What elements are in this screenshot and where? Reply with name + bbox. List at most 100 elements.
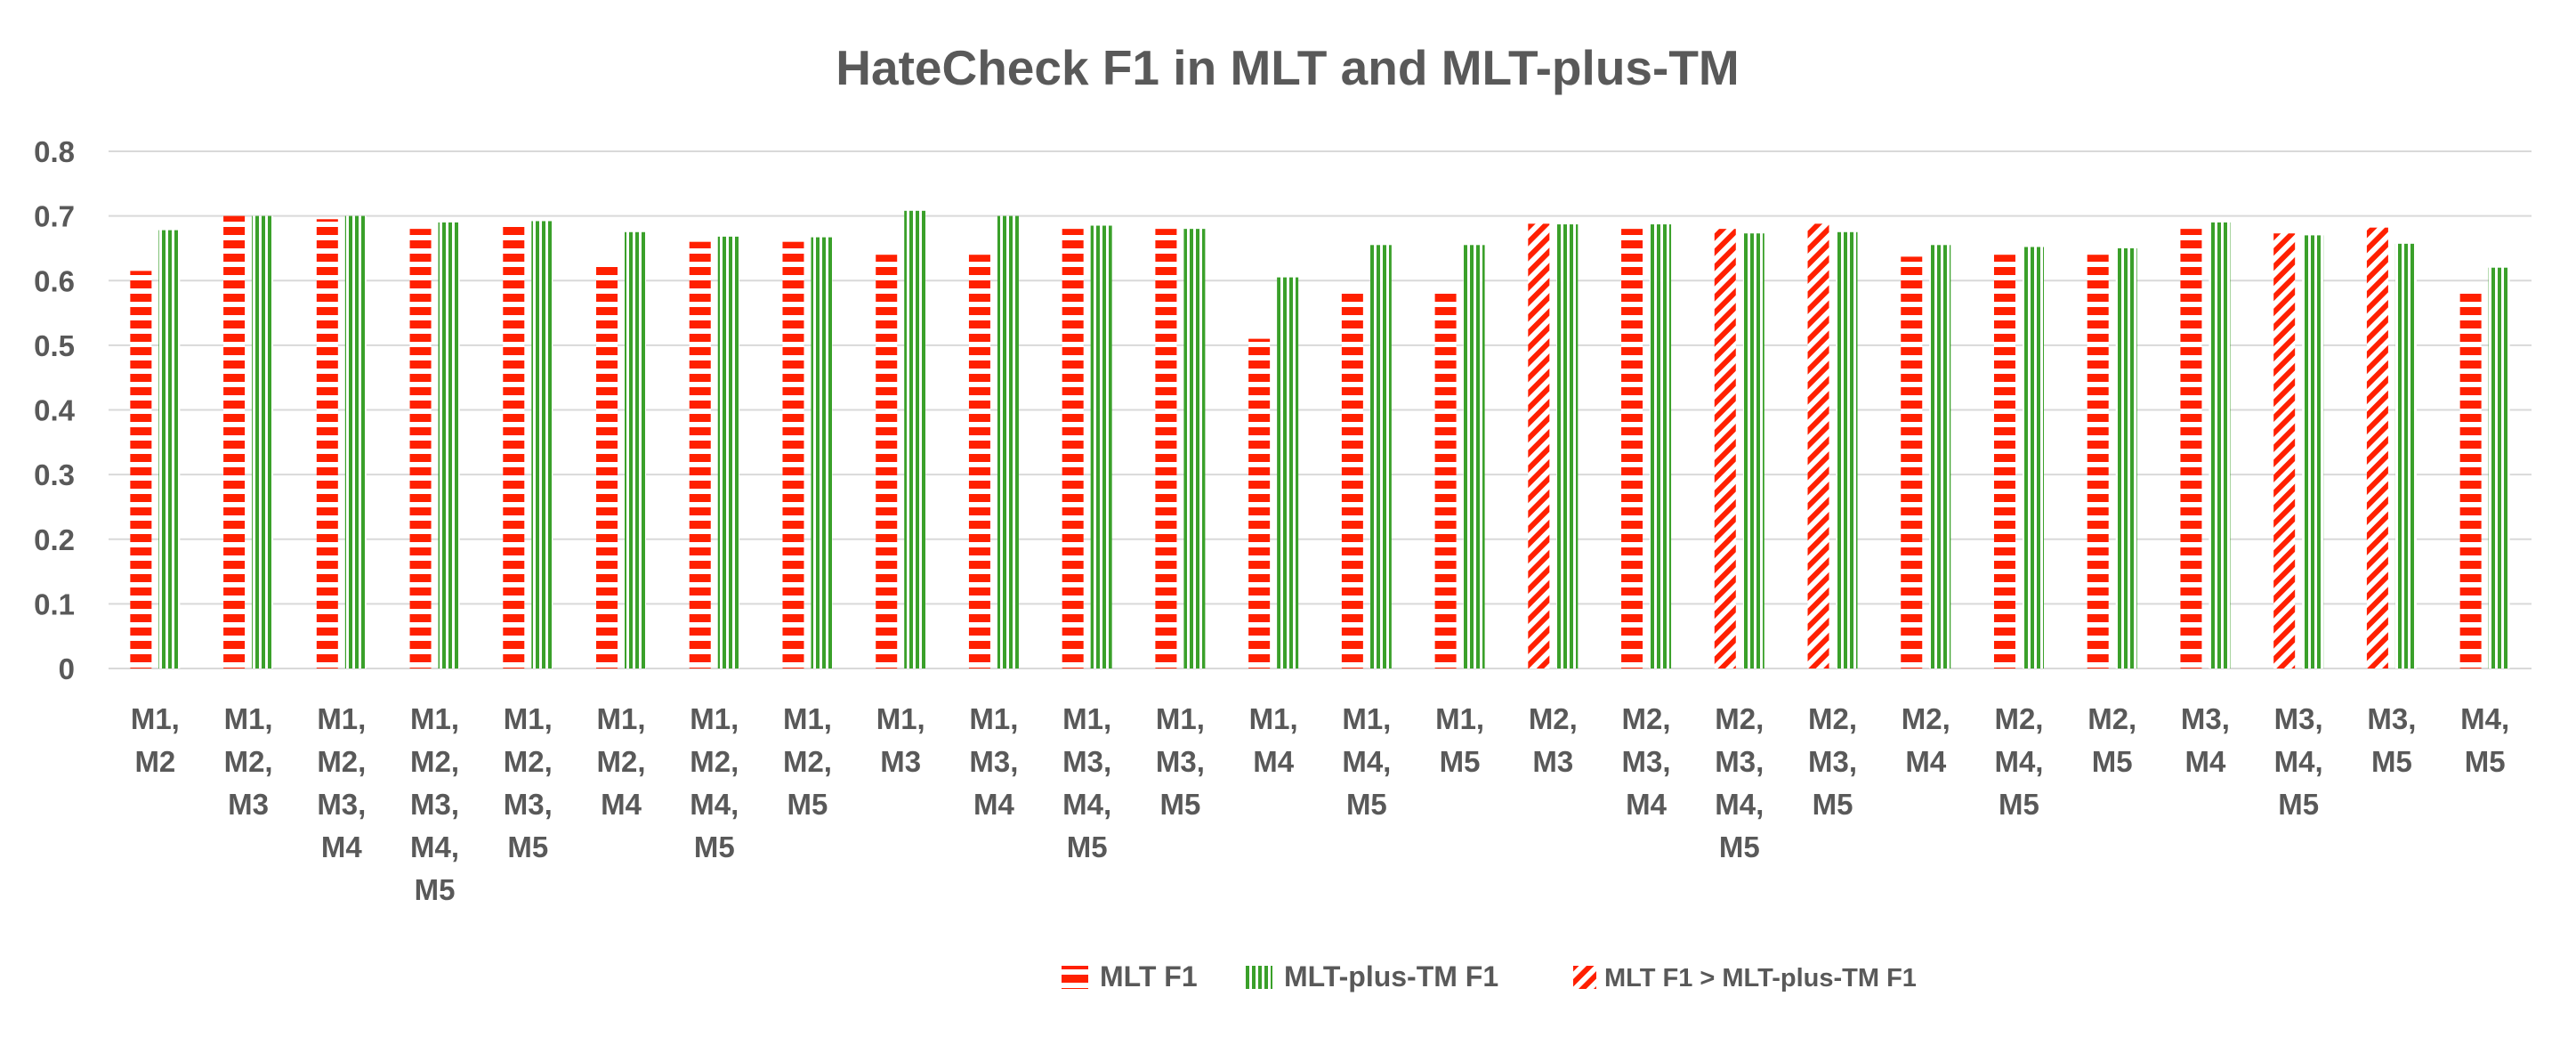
x-tick-label-line: M1, xyxy=(410,702,459,735)
x-tick-label-line: M3, xyxy=(2367,702,2416,735)
x-tick-label-line: M3, xyxy=(969,745,1018,778)
x-tick-label-line: M3 xyxy=(228,788,269,821)
x-tick-label-line: M5 xyxy=(507,830,548,863)
x-tick-label-line: M5 xyxy=(2371,745,2412,778)
x-tick-label-line: M2, xyxy=(1994,702,2043,735)
x-tick-label-line: M3, xyxy=(1156,745,1205,778)
x-tick-label: M1, M5 xyxy=(1435,702,1484,778)
x-tick-label-line: M2, xyxy=(317,745,366,778)
bar-mlt-f1-highlight xyxy=(1528,223,1550,668)
x-tick-label-line: M1, xyxy=(1342,702,1391,735)
bar-mlt-plus-tm-f1 xyxy=(2022,247,2044,668)
bar-mlt-f1 xyxy=(503,222,525,668)
bar-mlt-plus-tm-f1 xyxy=(1929,245,1951,668)
legend: MLT F1 MLT-plus-TM F1 MLT F1 > MLT-plus-… xyxy=(1062,960,1917,992)
x-tick-label: M1, M2 xyxy=(131,702,180,778)
x-tick-label-line: M5 xyxy=(1346,788,1387,821)
bar-mlt-f1 xyxy=(782,241,804,668)
bar-mlt-f1 xyxy=(1434,290,1457,668)
bar-mlt-f1 xyxy=(2459,292,2482,668)
bar-mlt-f1 xyxy=(1155,229,1177,668)
bar-mlt-plus-tm-f1 xyxy=(1090,225,1112,669)
x-tick-label: M1, M2, M3, M4, M5 xyxy=(410,702,459,906)
legend-swatch-highlight xyxy=(1573,966,1596,989)
bar-mlt-plus-tm-f1 xyxy=(2488,267,2510,668)
x-tick-label-line: M2, xyxy=(783,745,832,778)
y-tick-label: 0.7 xyxy=(34,200,75,233)
x-tick-label-line: M2, xyxy=(410,745,459,778)
x-tick-label-line: M4, xyxy=(1715,788,1764,821)
y-tick-label: 0.4 xyxy=(34,394,76,427)
chart-title: HateCheck F1 in MLT and MLT-plus-TM xyxy=(836,40,1739,95)
x-tick-label-line: M1, xyxy=(1249,702,1298,735)
y-tick-label: 0.2 xyxy=(34,523,75,556)
x-tick-label-line: M2, xyxy=(224,745,273,778)
x-tick-label: M1, M3, M4 xyxy=(969,702,1018,821)
bar-mlt-plus-tm-f1 xyxy=(1369,245,1392,668)
x-tick-label-line: M4, xyxy=(2460,702,2509,735)
x-tick-label-line: M1, xyxy=(504,702,553,735)
bar-mlt-plus-tm-f1 xyxy=(252,215,274,668)
y-tick-label: 0.5 xyxy=(34,329,75,362)
x-tick-label: M1, M4, M5 xyxy=(1342,702,1391,821)
x-tick-label-line: M5 xyxy=(2278,788,2319,821)
y-tick-label: 0.8 xyxy=(34,135,75,168)
bar-mlt-f1 xyxy=(1062,229,1084,668)
bar-mlt-plus-tm-f1 xyxy=(1277,277,1299,668)
x-tick-label-line: M1, xyxy=(690,702,739,735)
bar-mlt-plus-tm-f1 xyxy=(1742,233,1764,668)
x-tick-label-line: M1, xyxy=(783,702,832,735)
y-tick-label: 0.3 xyxy=(34,458,75,491)
bar-mlt-f1 xyxy=(689,241,711,668)
bars xyxy=(130,210,2510,669)
x-tick-label-line: M3, xyxy=(2274,702,2323,735)
bar-mlt-plus-tm-f1 xyxy=(438,222,460,668)
x-tick-label-line: M5 xyxy=(1999,788,2039,821)
x-tick-label: M2, M3, M5 xyxy=(1808,702,1857,821)
x-tick-label-line: M3, xyxy=(1715,745,1764,778)
bar-mlt-f1 xyxy=(1901,256,1923,668)
x-tick-label-line: M4, xyxy=(1062,788,1111,821)
x-tick-label-line: M3, xyxy=(410,788,459,821)
x-tick-label-line: M2, xyxy=(1715,702,1764,735)
bar-mlt-plus-tm-f1 xyxy=(2209,222,2231,668)
x-tick-label-line: M1, xyxy=(876,702,925,735)
x-tick-label-line: M5 xyxy=(1719,830,1760,863)
x-tick-label: M1, M2, M3 xyxy=(224,702,273,821)
bar-mlt-f1 xyxy=(1341,290,1363,668)
x-tick-label: M2, M4 xyxy=(1902,702,1950,778)
x-tick-label-line: M5 xyxy=(787,788,828,821)
bar-mlt-plus-tm-f1 xyxy=(997,215,1019,668)
x-tick-label-line: M5 xyxy=(1159,788,1200,821)
x-tick-label-line: M3, xyxy=(317,788,366,821)
bar-mlt-f1-highlight xyxy=(1807,223,1829,668)
y-tick-label: 0.6 xyxy=(34,264,75,297)
x-tick-label-line: M3, xyxy=(2181,702,2230,735)
x-tick-label-line: M3, xyxy=(504,788,553,821)
x-tick-label-line: M3, xyxy=(1808,745,1857,778)
bar-mlt-f1 xyxy=(130,271,152,668)
bar-mlt-plus-tm-f1 xyxy=(1556,224,1579,668)
bar-mlt-plus-tm-f1 xyxy=(2302,235,2324,668)
bar-mlt-plus-tm-f1 xyxy=(344,215,367,668)
bar-mlt-f1 xyxy=(2180,229,2202,668)
bar-mlt-plus-tm-f1 xyxy=(2394,243,2417,668)
bar-mlt-plus-tm-f1 xyxy=(158,230,181,668)
x-tick-label-line: M4 xyxy=(1253,745,1294,778)
x-tick-label-line: M4 xyxy=(973,788,1014,821)
bar-mlt-plus-tm-f1 xyxy=(717,236,739,668)
x-tick-label-line: M2, xyxy=(597,745,646,778)
x-tick-label: M2, M3, M4 xyxy=(1622,702,1671,821)
x-tick-label: M1, M3 xyxy=(876,702,925,778)
x-tick-label-line: M5 xyxy=(1067,830,1108,863)
x-tick-label-line: M4, xyxy=(1994,745,2043,778)
x-tick-label: M1, M2, M3, M5 xyxy=(504,702,553,863)
legend-label-highlight: MLT F1 > MLT-plus-TM F1 xyxy=(1604,964,1917,992)
y-tick-label: 0 xyxy=(59,652,75,685)
x-tick-label: M1, M2, M4 xyxy=(597,702,646,821)
x-tick-label-line: M1, xyxy=(224,702,273,735)
x-tick-label-line: M5 xyxy=(2465,745,2506,778)
legend-swatch-tm xyxy=(1246,966,1272,989)
